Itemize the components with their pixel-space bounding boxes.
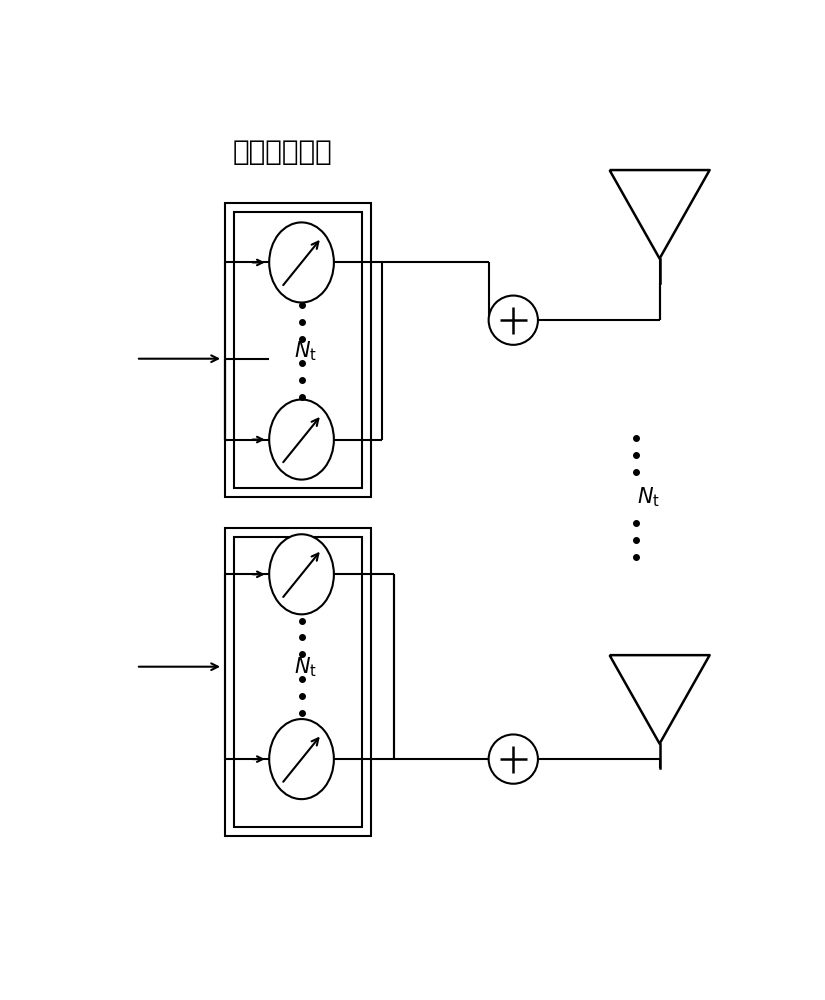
- Text: $N_\mathrm{t}$: $N_\mathrm{t}$: [637, 486, 659, 509]
- Bar: [224, 528, 371, 836]
- Ellipse shape: [269, 534, 334, 614]
- Bar: [224, 203, 371, 497]
- Bar: [233, 212, 361, 488]
- Text: $N_\mathrm{t}$: $N_\mathrm{t}$: [294, 655, 317, 679]
- Circle shape: [488, 734, 538, 784]
- Text: $N_\mathrm{t}$: $N_\mathrm{t}$: [294, 339, 317, 363]
- Ellipse shape: [269, 222, 334, 302]
- Circle shape: [488, 296, 538, 345]
- Ellipse shape: [269, 400, 334, 480]
- Ellipse shape: [269, 719, 334, 799]
- Bar: [233, 537, 361, 827]
- Text: 模拟预编码器: 模拟预编码器: [233, 138, 332, 166]
